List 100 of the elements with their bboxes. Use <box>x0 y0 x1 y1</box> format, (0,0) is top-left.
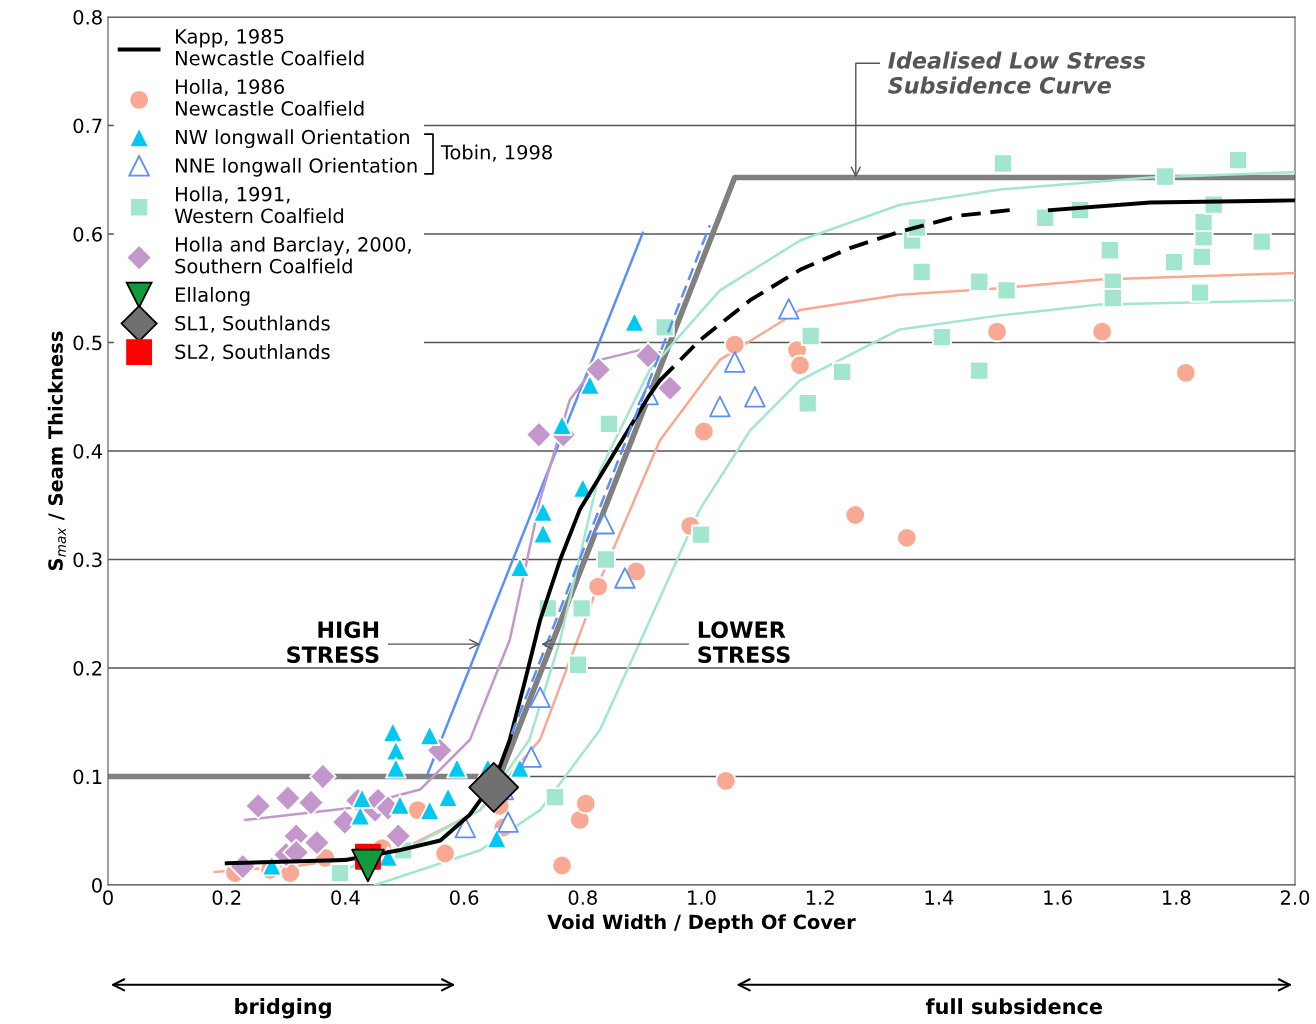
point <box>551 414 573 436</box>
point <box>1155 166 1175 187</box>
legend-label: Kapp, 1985 Newcastle Coalfield <box>176 29 364 66</box>
point <box>1102 288 1123 308</box>
point <box>996 280 1017 301</box>
point <box>385 757 407 779</box>
point <box>437 786 459 808</box>
point <box>690 524 711 545</box>
point <box>634 341 662 370</box>
point <box>532 522 554 545</box>
point <box>382 721 404 743</box>
point <box>418 724 441 746</box>
point <box>724 333 746 356</box>
point <box>1190 282 1210 303</box>
point <box>969 360 990 381</box>
y-tick-label: 0.2 <box>73 660 102 676</box>
point <box>486 827 508 850</box>
x-tick-label: 0.2 <box>212 890 241 905</box>
point <box>544 787 565 808</box>
x-tick-label: 0.8 <box>568 890 597 905</box>
point <box>1091 320 1113 343</box>
point <box>569 809 591 831</box>
point <box>571 598 592 619</box>
point <box>384 822 412 850</box>
point <box>625 560 647 583</box>
point <box>509 556 531 578</box>
text: bridging <box>235 998 331 1019</box>
y-axis-title: S$_{max}$ / Seam Thickness <box>47 331 66 571</box>
annotation: HIGH STRESS <box>287 621 379 664</box>
point <box>595 549 616 570</box>
x-tick-label: 2.0 <box>1280 890 1310 905</box>
point <box>497 811 519 833</box>
point <box>709 395 731 418</box>
point <box>896 527 918 549</box>
point <box>969 271 990 292</box>
x-axis-title: Void Width / Depth Of Cover <box>547 914 856 934</box>
point <box>575 792 597 815</box>
point <box>426 736 454 765</box>
point <box>418 799 441 821</box>
point <box>330 863 351 884</box>
legend-label: NNE longwall Orientation <box>176 157 417 177</box>
point <box>789 354 811 377</box>
point <box>351 787 373 809</box>
point <box>931 327 952 348</box>
point <box>389 793 411 816</box>
point <box>568 654 589 675</box>
point <box>1035 207 1056 228</box>
point <box>1099 240 1120 261</box>
point <box>282 838 310 867</box>
point <box>911 262 932 282</box>
legend-label: SL1, Southlands <box>175 315 330 333</box>
point <box>297 788 325 817</box>
legend-label: Ellalong <box>176 287 250 306</box>
point <box>309 762 337 791</box>
legend-label: Holla, 1991, Western Coalfield <box>174 186 344 224</box>
legend-label: NW longwall Orientation <box>176 129 409 149</box>
point <box>303 828 331 857</box>
point <box>656 374 684 402</box>
point <box>993 153 1013 174</box>
annotation: Tobin, 1998 <box>440 144 552 162</box>
x-tick-label: 1.6 <box>1044 890 1072 905</box>
point <box>1228 150 1248 171</box>
point <box>598 413 619 434</box>
y-tick-label: 0.3 <box>73 552 102 568</box>
y-tick-label: 0.5 <box>73 335 102 351</box>
point <box>584 355 612 384</box>
point <box>986 320 1008 343</box>
x-tick-label: 0.6 <box>449 890 479 905</box>
point <box>654 317 675 338</box>
point <box>693 420 715 443</box>
text: full subsidence <box>925 998 1102 1015</box>
point <box>1191 246 1212 267</box>
legend-label: Holla, 1986 Newcastle Coalfield <box>176 78 364 116</box>
x-tick-label: 1.4 <box>925 890 954 905</box>
point <box>244 792 272 820</box>
point <box>778 298 800 320</box>
x-tick-label: 0 <box>103 890 113 905</box>
point <box>587 575 609 598</box>
point <box>551 854 573 877</box>
y-tick-label: 0.6 <box>73 226 102 242</box>
point <box>1163 252 1184 273</box>
point <box>724 351 746 373</box>
point <box>579 374 601 396</box>
point <box>593 512 615 535</box>
point <box>844 504 866 526</box>
y-tick-label: 0 <box>92 877 102 893</box>
point <box>614 567 636 589</box>
point <box>832 361 853 382</box>
legend-label: SL2, Southlands <box>175 344 330 362</box>
point <box>468 761 520 813</box>
x-tick-label: 1.8 <box>1162 890 1191 905</box>
point <box>274 784 302 812</box>
point <box>434 842 456 865</box>
point <box>532 501 554 523</box>
point <box>509 757 531 779</box>
point <box>525 421 553 449</box>
y-tick-label: 0.4 <box>73 443 103 459</box>
x-tick-label: 1.0 <box>688 890 716 905</box>
point <box>800 326 821 346</box>
point <box>529 686 551 709</box>
